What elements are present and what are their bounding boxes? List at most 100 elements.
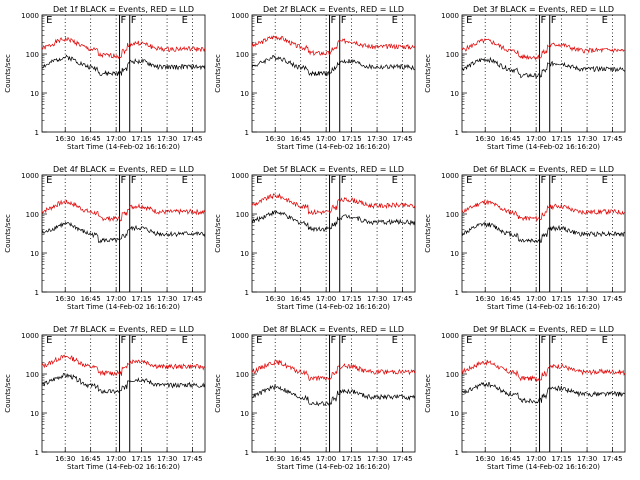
y-tick-label: 10 bbox=[450, 410, 459, 418]
plot-frame bbox=[251, 14, 416, 133]
y-tick-label: 1000 bbox=[441, 12, 459, 20]
y-tick-label: 100 bbox=[26, 211, 39, 219]
x-tick-label: 17:00 bbox=[316, 295, 336, 303]
interval-marker-label: E bbox=[256, 15, 262, 26]
x-tick-label: 17:15 bbox=[552, 135, 572, 143]
y-tick-label: 1000 bbox=[21, 12, 39, 20]
series-line-lld bbox=[251, 192, 416, 216]
y-tick-label: 1 bbox=[35, 129, 39, 137]
x-tick-label: 16:45 bbox=[81, 455, 101, 463]
y-tick-label: 1000 bbox=[231, 332, 249, 340]
interval-marker-label: F bbox=[341, 335, 347, 346]
y-tick-label: 1 bbox=[245, 129, 249, 137]
series-line-events bbox=[41, 373, 206, 394]
x-tick-label: 16:30 bbox=[55, 455, 75, 463]
x-tick-label: 17:00 bbox=[526, 135, 546, 143]
panel-det-6: Det 6f BLACK = Events, RED = LLD Counts/s… bbox=[424, 165, 626, 311]
y-tick-label: 100 bbox=[26, 51, 39, 59]
x-axis-label: Start Time (14-Feb-02 16:16:20) bbox=[67, 463, 180, 471]
y-tick-label: 100 bbox=[236, 371, 249, 379]
x-axis-label: Start Time (14-Feb-02 16:16:20) bbox=[277, 303, 390, 311]
x-tick-label: 17:15 bbox=[552, 455, 572, 463]
x-axis-label: Start Time (14-Feb-02 16:16:20) bbox=[487, 463, 600, 471]
panel-title: Det 2f BLACK = Events, RED = LLD bbox=[263, 5, 404, 14]
interval-marker-label: E bbox=[466, 15, 472, 26]
interval-marker-label: F bbox=[131, 335, 137, 346]
x-tick-label: 16:45 bbox=[291, 455, 311, 463]
y-tick-label: 1000 bbox=[441, 172, 459, 180]
interval-marker-label: E bbox=[182, 15, 188, 26]
y-tick-label: 10 bbox=[240, 90, 249, 98]
interval-marker-label: F bbox=[131, 15, 137, 26]
y-tick-label: 100 bbox=[446, 51, 459, 59]
x-tick-label: 17:45 bbox=[602, 135, 622, 143]
panel-det-5: Det 5f BLACK = Events, RED = LLD Counts/s… bbox=[214, 165, 416, 311]
interval-marker-label: F bbox=[121, 15, 127, 26]
y-tick-label: 1 bbox=[245, 449, 249, 457]
panel-title: Det 3f BLACK = Events, RED = LLD bbox=[473, 5, 614, 14]
panel-title: Det 4f BLACK = Events, RED = LLD bbox=[53, 165, 194, 174]
panel-det-9: Det 9f BLACK = Events, RED = LLD Counts/s… bbox=[424, 325, 626, 471]
series-line-lld bbox=[461, 199, 625, 222]
panel-title: Det 8f BLACK = Events, RED = LLD bbox=[263, 325, 404, 334]
interval-marker-label: F bbox=[131, 175, 137, 186]
x-tick-label: 17:00 bbox=[316, 135, 336, 143]
x-tick-label: 17:30 bbox=[577, 135, 597, 143]
x-tick-label: 17:45 bbox=[602, 295, 622, 303]
x-tick-label: 17:30 bbox=[157, 295, 177, 303]
y-tick-label: 1 bbox=[245, 289, 249, 297]
y-tick-label: 1 bbox=[455, 449, 459, 457]
x-tick-label: 17:30 bbox=[157, 455, 177, 463]
x-tick-label: 17:15 bbox=[552, 295, 572, 303]
x-tick-label: 17:45 bbox=[182, 295, 202, 303]
plot-frame bbox=[41, 334, 206, 453]
x-axis-label: Start Time (14-Feb-02 16:16:20) bbox=[277, 143, 390, 151]
panel-det-8: Det 8f BLACK = Events, RED = LLD Counts/s… bbox=[214, 325, 416, 471]
x-tick-label: 17:30 bbox=[577, 295, 597, 303]
y-tick-label: 10 bbox=[30, 410, 39, 418]
panel-det-3: Det 3f BLACK = Events, RED = LLD Counts/s… bbox=[424, 5, 626, 151]
y-tick-label: 1 bbox=[35, 449, 39, 457]
y-tick-label: 10 bbox=[30, 90, 39, 98]
series-line-events bbox=[461, 381, 625, 404]
series-line-events bbox=[461, 56, 625, 80]
interval-marker-label: E bbox=[256, 335, 262, 346]
interval-marker-label: F bbox=[541, 15, 547, 26]
series-line-events bbox=[251, 55, 415, 77]
x-tick-label: 16:45 bbox=[81, 135, 101, 143]
interval-marker-label: F bbox=[331, 335, 337, 346]
series-line-events bbox=[461, 221, 625, 244]
x-tick-label: 16:30 bbox=[475, 135, 495, 143]
x-tick-label: 17:45 bbox=[392, 455, 412, 463]
series-line-events bbox=[251, 384, 416, 407]
x-tick-label: 16:30 bbox=[265, 295, 285, 303]
interval-marker-label: E bbox=[46, 175, 52, 186]
interval-marker-label: F bbox=[121, 175, 127, 186]
interval-marker-label: E bbox=[602, 175, 608, 186]
x-tick-label: 17:45 bbox=[182, 135, 202, 143]
plot-frame bbox=[461, 334, 626, 453]
y-tick-label: 100 bbox=[446, 371, 459, 379]
y-tick-label: 1000 bbox=[231, 12, 249, 20]
x-tick-label: 17:30 bbox=[367, 135, 387, 143]
x-tick-label: 17:30 bbox=[367, 295, 387, 303]
y-tick-label: 100 bbox=[446, 211, 459, 219]
x-tick-label: 17:15 bbox=[342, 295, 362, 303]
x-tick-label: 16:45 bbox=[501, 295, 521, 303]
interval-marker-label: F bbox=[341, 175, 347, 186]
x-tick-label: 17:15 bbox=[132, 295, 152, 303]
x-tick-label: 17:00 bbox=[106, 295, 126, 303]
y-tick-label: 1 bbox=[455, 129, 459, 137]
y-tick-label: 1000 bbox=[21, 172, 39, 180]
x-tick-label: 17:00 bbox=[316, 455, 336, 463]
plot-frame bbox=[251, 174, 416, 293]
interval-marker-label: F bbox=[551, 15, 557, 26]
interval-marker-label: F bbox=[541, 175, 547, 186]
y-axis-label: Counts/sec bbox=[424, 374, 432, 413]
y-tick-label: 100 bbox=[26, 371, 39, 379]
x-tick-label: 17:15 bbox=[342, 135, 362, 143]
x-tick-label: 16:45 bbox=[291, 135, 311, 143]
interval-marker-label: E bbox=[392, 15, 398, 26]
panel-title: Det 6f BLACK = Events, RED = LLD bbox=[473, 165, 614, 174]
